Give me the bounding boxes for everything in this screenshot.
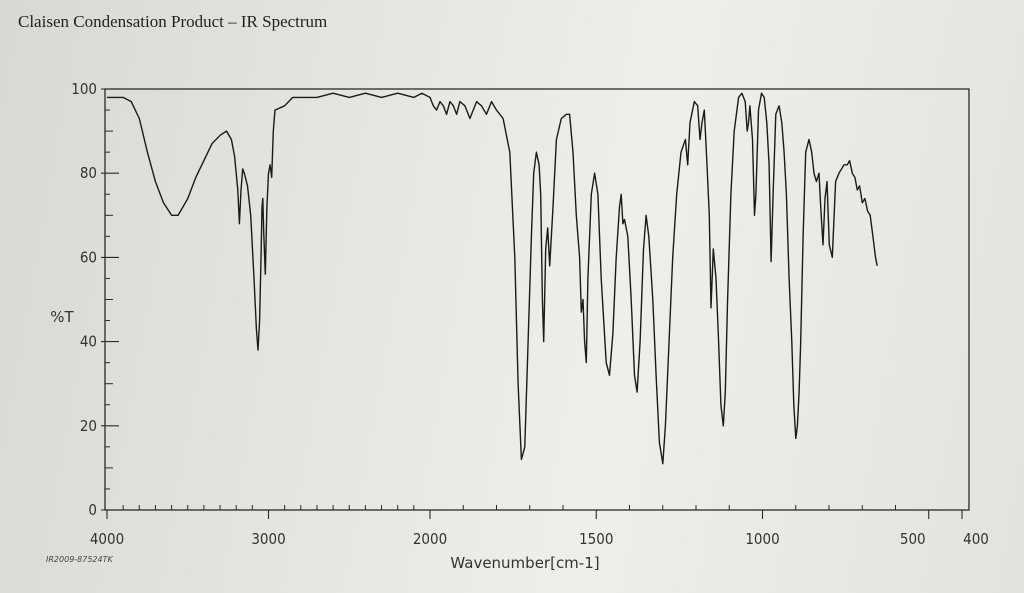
y-tick-label: 0 xyxy=(88,501,97,519)
x-axis: 4000 3000 2000 1500 1000 500 400 xyxy=(90,505,989,548)
y-axis: 0 20 40 60 80 100 xyxy=(71,80,119,519)
x-tick-label: 2000 xyxy=(413,530,447,548)
x-tick-label: 500 xyxy=(900,530,926,548)
y-tick-label: 100 xyxy=(71,80,97,98)
spectrum-line xyxy=(107,92,878,465)
x-axis-title: Wavenumber[cm-1] xyxy=(450,554,599,572)
x-tick-label: 4000 xyxy=(90,530,124,548)
x-tick-label: 1000 xyxy=(745,530,779,548)
y-tick-label: 20 xyxy=(80,417,97,435)
y-axis-title: %T xyxy=(50,308,74,326)
catalog-id-label: IR2009-87524TK xyxy=(46,555,114,564)
x-tick-label: 1500 xyxy=(579,530,613,548)
chart-title: Claisen Condensation Product – IR Spectr… xyxy=(18,12,328,31)
y-tick-label: 60 xyxy=(80,248,97,266)
y-tick-label: 40 xyxy=(80,333,97,351)
y-tick-label: 80 xyxy=(80,164,97,182)
x-tick-label: 3000 xyxy=(251,530,285,548)
x-tick-label: 400 xyxy=(963,530,989,548)
